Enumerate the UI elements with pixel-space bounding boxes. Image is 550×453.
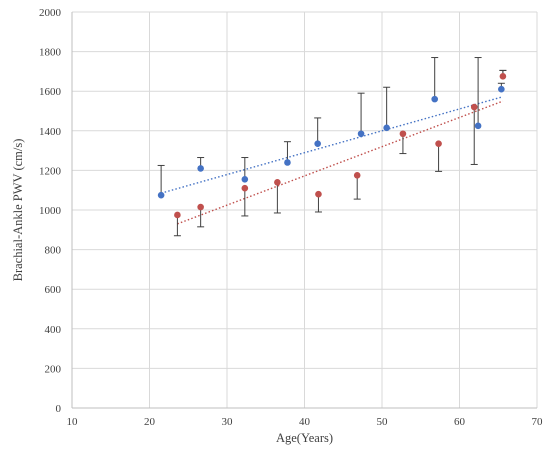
x-tick-label: 70 — [532, 416, 544, 428]
blue-data-point — [284, 159, 291, 166]
blue-data-point — [431, 95, 439, 103]
y-tick-labels: 0 200 400 600 800 1000 1200 1400 1600 1800 2000 — [39, 7, 62, 415]
x-tick-label: 60 — [454, 416, 466, 428]
blue-data-point — [197, 165, 204, 172]
trendlines — [160, 96, 504, 225]
axes — [71, 12, 537, 409]
red-data-point — [315, 190, 322, 198]
red-data-point — [174, 211, 181, 219]
y-tick-label: 400 — [45, 324, 62, 336]
blue-data-point — [241, 176, 249, 183]
y-tick-label: 1200 — [39, 165, 62, 177]
blue-data-point — [474, 122, 482, 130]
y-tick-label: 1400 — [39, 126, 62, 138]
red-trendline — [177, 100, 504, 225]
blue-data-point — [498, 85, 505, 93]
blue-data-point — [157, 191, 165, 199]
y-tick-label: 1800 — [39, 47, 62, 59]
red-data-point — [241, 184, 249, 192]
x-tick-label: 30 — [222, 416, 234, 428]
blue-data-point — [383, 124, 390, 132]
x-tick-label: 20 — [144, 416, 156, 428]
y-tick-label: 1000 — [39, 205, 62, 217]
red-data-point — [470, 103, 478, 111]
data-points — [157, 73, 507, 219]
red-data-point — [435, 140, 442, 147]
x-tick-label: 40 — [299, 416, 311, 428]
y-tick-label: 0 — [56, 403, 62, 415]
red-data-point — [353, 172, 361, 179]
red-data-point — [499, 73, 507, 80]
red-data-point — [274, 178, 281, 186]
y-axis-title: Brachial-Ankle PWV (cm/s) — [11, 139, 25, 282]
y-tick-label: 2000 — [39, 7, 62, 19]
error-bars — [157, 57, 507, 237]
x-tick-label: 50 — [377, 416, 389, 428]
gridlines — [72, 11, 538, 408]
x-tick-labels: 10 20 30 40 50 60 70 — [67, 416, 544, 428]
x-axis-title: Age(Years) — [276, 431, 333, 445]
blue-data-point — [357, 130, 365, 138]
y-tick-label: 600 — [45, 284, 62, 296]
y-tick-label: 200 — [45, 363, 62, 375]
y-tick-label: 800 — [45, 245, 62, 257]
blue-data-point — [314, 140, 321, 147]
red-data-point — [197, 203, 204, 211]
y-tick-label: 1600 — [39, 86, 62, 98]
x-tick-label: 10 — [67, 416, 79, 428]
red-data-point — [399, 130, 407, 138]
